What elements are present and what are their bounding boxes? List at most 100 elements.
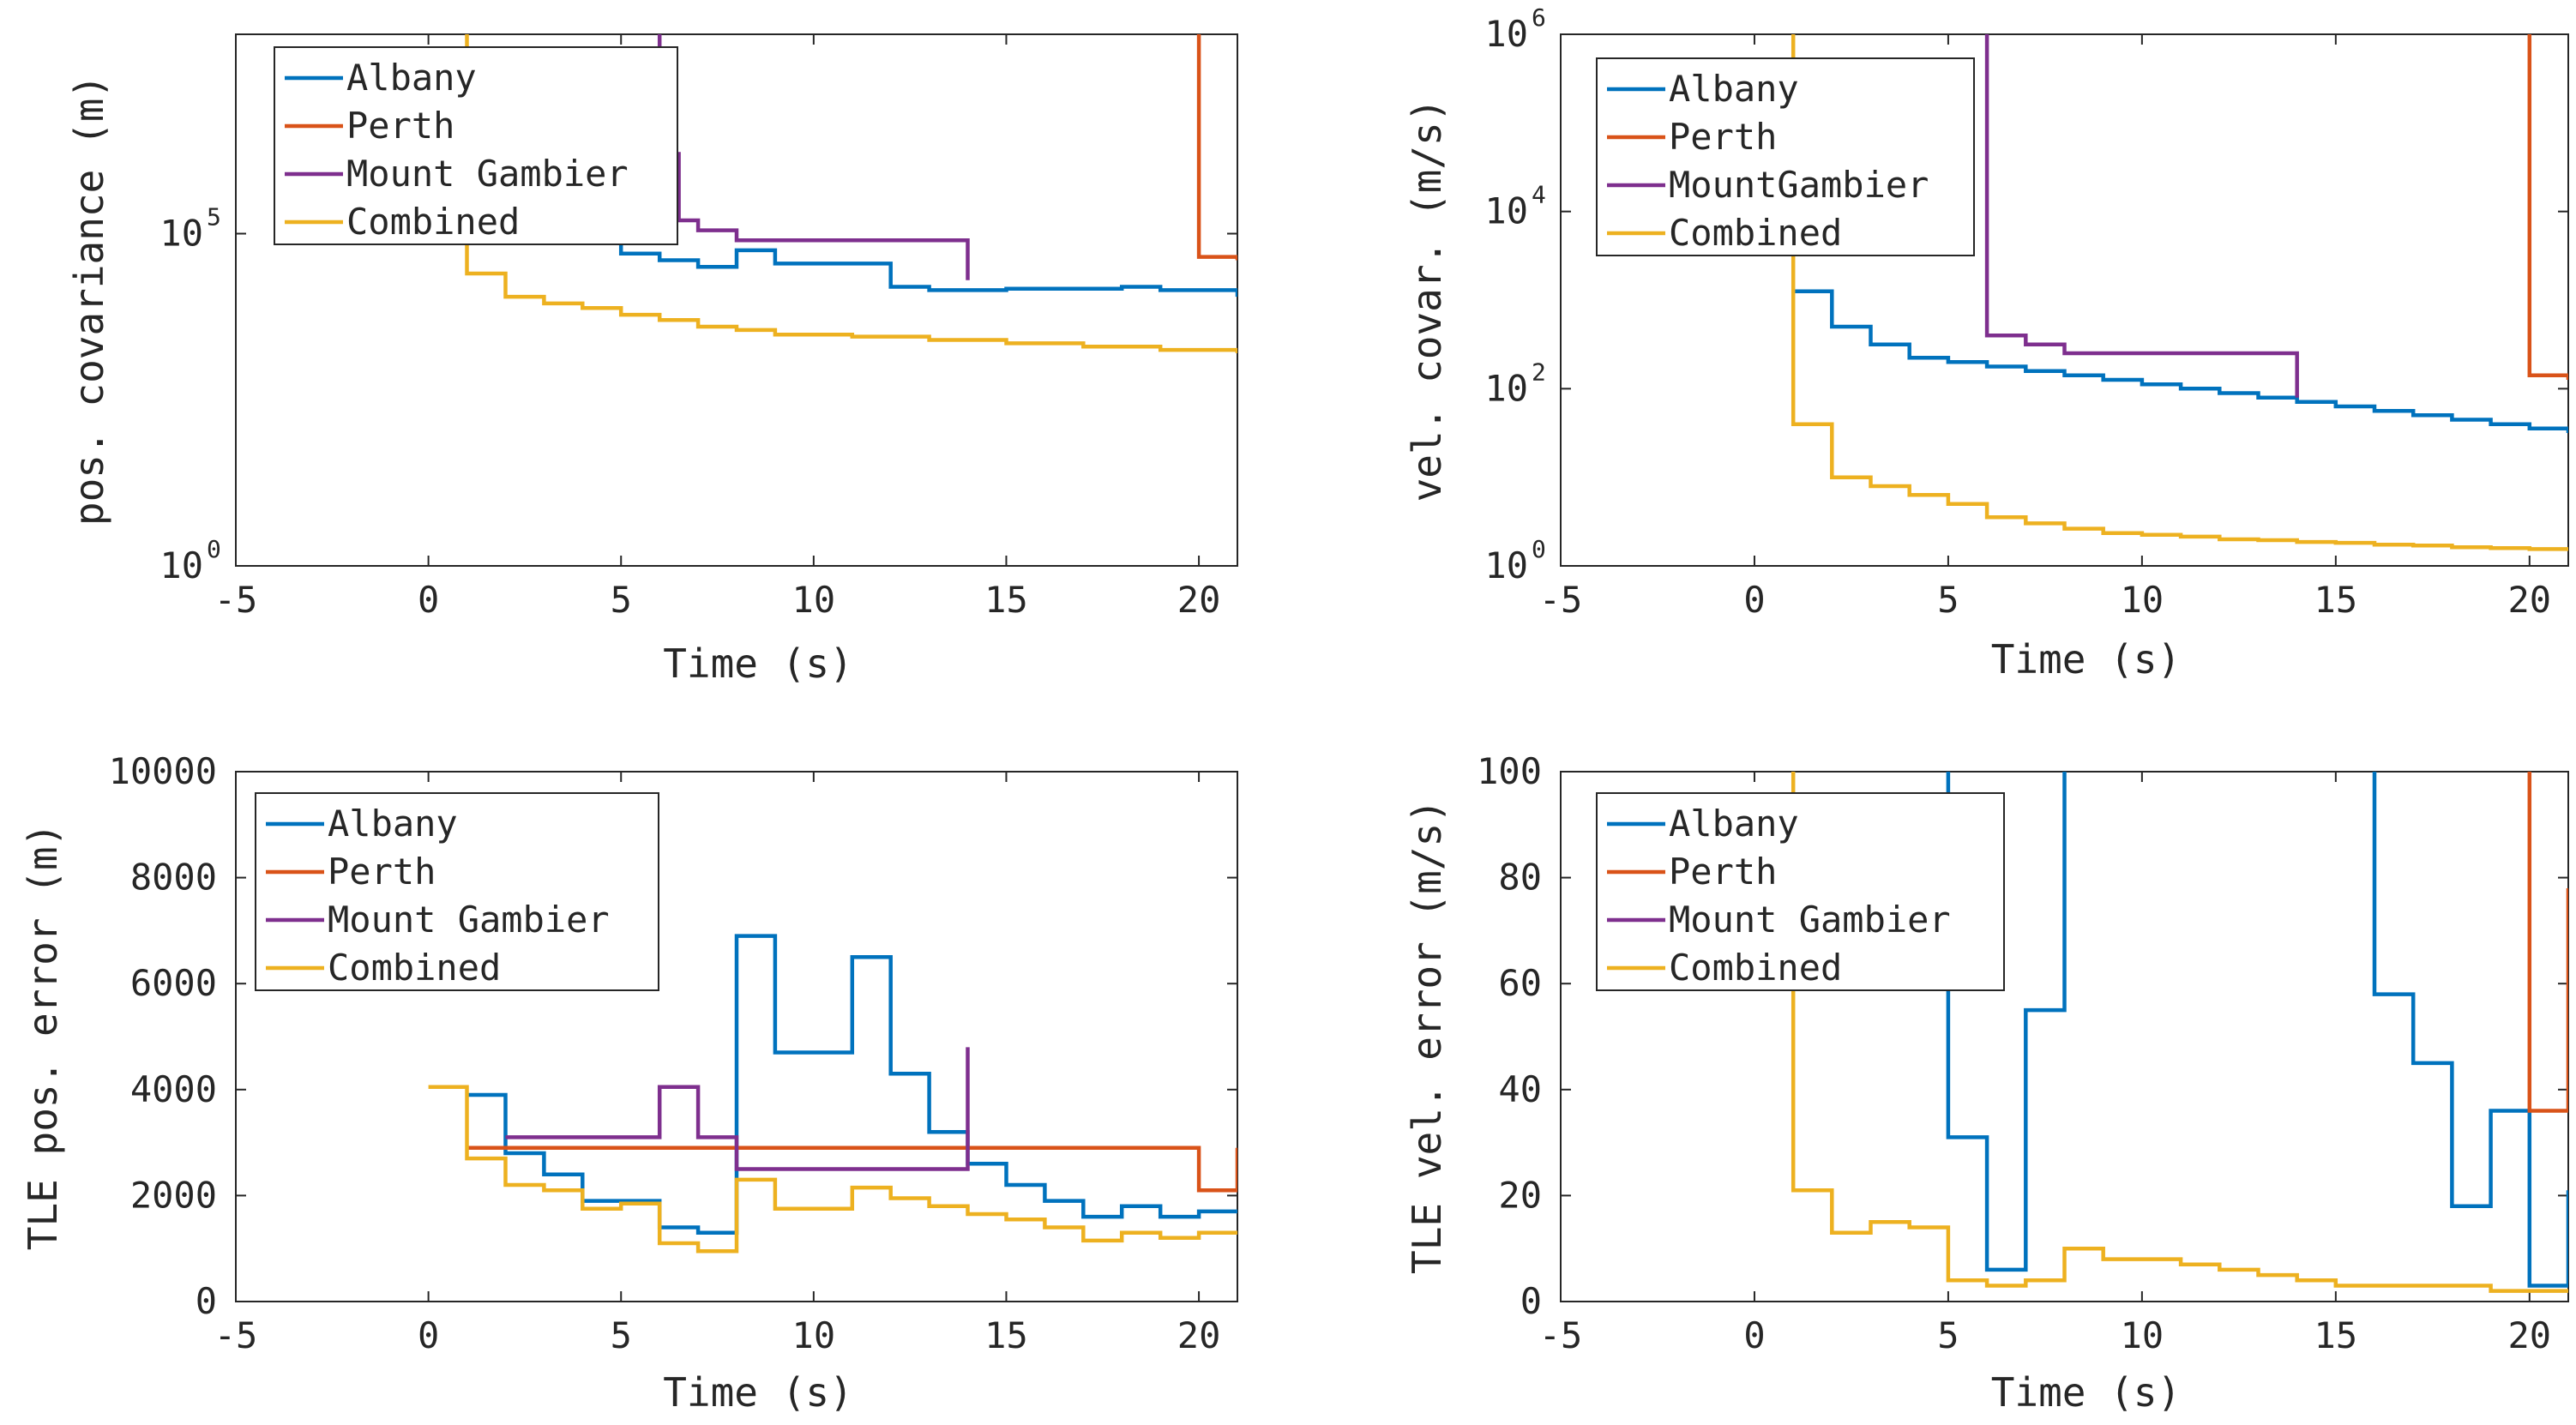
series-line-combined (1791, 34, 2568, 551)
x-axis-label: Time (s) (663, 1369, 853, 1416)
y-tick-exponent: 4 (1532, 181, 1546, 209)
series-line-mountgambier (1984, 34, 2299, 398)
series-line-albany (1793, 289, 2568, 433)
y-tick-label: 4000 (130, 1068, 217, 1110)
x-tick-label: -5 (1539, 579, 1583, 621)
y-tick-label: 10 (1484, 13, 1528, 55)
x-axis-label: Time (s) (1991, 1369, 2182, 1416)
x-tick-label: -5 (214, 1314, 258, 1356)
legend-label: Perth (1669, 851, 1777, 893)
x-tick-label: 5 (1937, 1314, 1959, 1356)
y-tick-label: 20 (1498, 1174, 1542, 1216)
x-tick-label: 20 (1177, 579, 1221, 621)
x-tick-label: 15 (2314, 579, 2358, 621)
y-axis-label: TLE pos. error (m) (20, 823, 66, 1251)
x-tick-label: 5 (611, 579, 632, 621)
y-tick-base: 10 (1484, 13, 1528, 55)
series-group (1791, 34, 2568, 551)
legend-box (255, 792, 659, 991)
y-tick-label: 10 (1484, 367, 1528, 409)
y-tick-label: 2000 (130, 1174, 217, 1216)
y-axis-label: vel. covar. (m/s) (1404, 99, 1450, 502)
y-tick-label: 40 (1498, 1068, 1542, 1110)
legend-label: Combined (328, 947, 501, 989)
legend-label: Albany (1669, 68, 1799, 110)
series-line-combined (428, 1085, 1237, 1254)
x-tick-label: 15 (984, 1314, 1028, 1356)
x-axis-label: Time (s) (1991, 636, 2182, 682)
series-line-albany (2372, 772, 2568, 1288)
series-line-perth (2527, 34, 2568, 380)
x-tick-label: 15 (984, 579, 1028, 621)
x-tick-label: 20 (1177, 1314, 1221, 1356)
x-tick-label: -5 (214, 579, 258, 621)
x-tick-label: 10 (2121, 579, 2164, 621)
legend-label: Combined (1669, 212, 1842, 254)
y-tick-exponent: 0 (1532, 535, 1546, 563)
series-line-albany (618, 167, 1237, 298)
y-tick-label: 10 (1484, 544, 1528, 586)
y-tick-label: 80 (1498, 857, 1542, 899)
y-tick-label: 10 (159, 213, 203, 255)
x-tick-label: 0 (418, 1314, 439, 1356)
x-tick-label: 5 (611, 1314, 632, 1356)
series-line-perth (1196, 34, 1237, 261)
series-group (465, 34, 1237, 353)
x-tick-label: 15 (2314, 1314, 2358, 1356)
legend-label: Albany (346, 57, 477, 99)
legend: Albany Perth Mount Gambier Combined (274, 46, 678, 245)
legend: Albany Perth Mount Gambier Combined (255, 792, 659, 991)
y-tick-base: 10 (159, 213, 203, 255)
y-tick-base: 10 (1484, 544, 1528, 586)
series-line-perth (2527, 772, 2568, 1113)
legend-label: Mount Gambier (1669, 899, 1951, 941)
legend-box (1596, 57, 1975, 256)
legend-label: Perth (328, 851, 436, 893)
y-tick-label: 10 (1484, 190, 1528, 232)
x-tick-label: 0 (1743, 579, 1765, 621)
series-line-combined (1791, 772, 2568, 1293)
y-tick-label: 10 (159, 544, 203, 586)
series-group (1791, 772, 2568, 1293)
y-tick-label: 0 (1520, 1280, 1542, 1322)
y-tick-label: 0 (196, 1280, 217, 1322)
y-tick-exponent: 0 (207, 535, 221, 563)
x-tick-label: 10 (2121, 1314, 2164, 1356)
legend-label: Albany (328, 803, 458, 845)
y-tick-label: 60 (1498, 962, 1542, 1004)
y-tick-base: 10 (159, 544, 203, 586)
legend-label: MountGambier (1669, 164, 1929, 206)
series-group (428, 934, 1237, 1254)
legend-label: Combined (346, 201, 520, 243)
x-tick-label: 10 (792, 1314, 836, 1356)
series-line-perth (466, 1145, 1237, 1193)
legend-label: Perth (346, 105, 454, 147)
legend-label: Combined (1669, 947, 1842, 989)
series-line-combined (465, 34, 1237, 353)
legend-label: Albany (1669, 803, 1799, 845)
legend-box (1596, 792, 2005, 991)
legend-label: Mount Gambier (328, 899, 610, 941)
legend-box (274, 46, 678, 245)
y-tick-base: 10 (1484, 190, 1528, 232)
x-tick-label: 20 (2508, 1314, 2552, 1356)
y-tick-base: 10 (1484, 367, 1528, 409)
y-tick-label: 100 (1477, 750, 1542, 792)
y-axis-label: pos. covariance (m) (66, 75, 112, 526)
y-tick-label: 8000 (130, 857, 217, 899)
y-tick-label: 10000 (109, 750, 217, 792)
series-line-albany (1946, 772, 2067, 1272)
legend-label: Perth (1669, 116, 1777, 158)
x-tick-label: 10 (792, 579, 836, 621)
legend: Albany Perth Mount Gambier Combined (1596, 792, 2005, 991)
x-tick-label: 20 (2508, 579, 2552, 621)
y-axis-label: TLE vel. error (m/s) (1404, 799, 1450, 1274)
y-tick-label: 6000 (130, 962, 217, 1004)
series-line-mount-gambier (505, 1047, 970, 1171)
y-tick-exponent: 6 (1532, 3, 1546, 32)
